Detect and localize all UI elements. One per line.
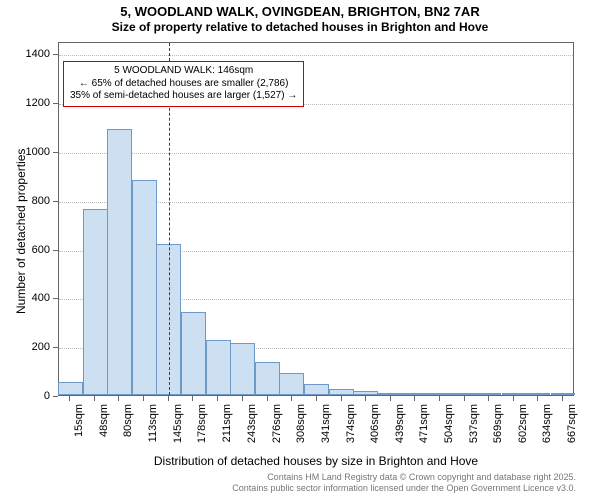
x-tick-label: 211sqm	[222, 404, 233, 454]
x-tick-mark	[168, 396, 169, 401]
histogram-bar	[132, 180, 157, 395]
callout-box: 5 WOODLAND WALK: 146sqm← 65% of detached…	[63, 61, 304, 107]
x-axis-label: Distribution of detached houses by size …	[58, 454, 574, 468]
x-tick-mark	[267, 396, 268, 401]
histogram-bar	[378, 393, 403, 395]
histogram-bar	[551, 393, 576, 395]
histogram-bar	[353, 391, 378, 395]
footer-credits: Contains HM Land Registry data © Crown c…	[24, 472, 576, 494]
histogram-bar	[427, 393, 452, 395]
x-tick-label: 439sqm	[395, 404, 406, 454]
y-tick-label: 1200	[18, 97, 50, 109]
x-tick-label: 178sqm	[197, 404, 208, 454]
histogram-bar	[304, 384, 329, 395]
x-tick-label: 667sqm	[567, 404, 578, 454]
chart-title-block: 5, WOODLAND WALK, OVINGDEAN, BRIGHTON, B…	[0, 4, 600, 34]
histogram-bar	[181, 312, 206, 395]
chart-subtitle: Size of property relative to detached ho…	[0, 20, 600, 34]
histogram-bar	[477, 393, 502, 395]
x-tick-mark	[118, 396, 119, 401]
histogram-bar	[526, 393, 551, 395]
histogram-bar	[279, 373, 304, 395]
y-tick-mark	[53, 201, 58, 202]
y-tick-label: 0	[18, 390, 50, 402]
gridline	[59, 55, 573, 56]
x-tick-mark	[217, 396, 218, 401]
x-tick-mark	[242, 396, 243, 401]
histogram-bar	[83, 209, 108, 395]
x-tick-mark	[439, 396, 440, 401]
y-tick-mark	[53, 347, 58, 348]
x-tick-mark	[341, 396, 342, 401]
y-tick-mark	[53, 250, 58, 251]
x-tick-label: 15sqm	[74, 404, 85, 454]
y-tick-label: 400	[18, 292, 50, 304]
x-tick-mark	[69, 396, 70, 401]
y-tick-mark	[53, 396, 58, 397]
x-tick-label: 602sqm	[518, 404, 529, 454]
x-tick-label: 406sqm	[370, 404, 381, 454]
x-tick-mark	[562, 396, 563, 401]
x-tick-mark	[390, 396, 391, 401]
x-tick-label: 471sqm	[419, 404, 430, 454]
plot-area: 5 WOODLAND WALK: 146sqm← 65% of detached…	[58, 42, 574, 396]
x-tick-mark	[94, 396, 95, 401]
y-tick-label: 600	[18, 244, 50, 256]
histogram-bar	[502, 393, 527, 395]
x-tick-label: 374sqm	[346, 404, 357, 454]
callout-line: ← 65% of detached houses are smaller (2,…	[70, 78, 297, 91]
x-tick-label: 341sqm	[321, 404, 332, 454]
x-tick-label: 308sqm	[296, 404, 307, 454]
y-axis-label: Number of detached properties	[14, 149, 28, 314]
histogram-bar	[403, 393, 428, 395]
footer-line2: Contains public sector information licen…	[24, 483, 576, 494]
histogram-bar	[230, 343, 255, 395]
histogram-bar	[452, 393, 477, 395]
y-tick-mark	[53, 298, 58, 299]
footer-line1: Contains HM Land Registry data © Crown c…	[24, 472, 576, 483]
x-tick-label: 243sqm	[247, 404, 258, 454]
x-tick-label: 276sqm	[272, 404, 283, 454]
x-tick-mark	[291, 396, 292, 401]
callout-line: 5 WOODLAND WALK: 146sqm	[70, 65, 297, 78]
x-tick-mark	[513, 396, 514, 401]
x-tick-mark	[365, 396, 366, 401]
x-tick-mark	[537, 396, 538, 401]
histogram-bar	[329, 389, 354, 395]
y-tick-mark	[53, 103, 58, 104]
x-tick-label: 569sqm	[493, 404, 504, 454]
y-tick-label: 1400	[18, 48, 50, 60]
histogram-bar	[255, 362, 280, 395]
x-tick-label: 537sqm	[469, 404, 480, 454]
x-tick-label: 113sqm	[148, 404, 159, 454]
histogram-bar	[206, 340, 231, 395]
y-tick-mark	[53, 54, 58, 55]
x-tick-mark	[192, 396, 193, 401]
callout-line: 35% of semi-detached houses are larger (…	[70, 90, 297, 103]
y-tick-label: 1000	[18, 146, 50, 158]
histogram-bar	[107, 129, 132, 395]
y-tick-mark	[53, 152, 58, 153]
x-tick-label: 48sqm	[99, 404, 110, 454]
gridline	[59, 153, 573, 154]
x-tick-label: 504sqm	[444, 404, 455, 454]
x-tick-label: 145sqm	[173, 404, 184, 454]
y-tick-label: 200	[18, 341, 50, 353]
x-tick-mark	[414, 396, 415, 401]
x-tick-mark	[316, 396, 317, 401]
chart-title-line1: 5, WOODLAND WALK, OVINGDEAN, BRIGHTON, B…	[0, 4, 600, 19]
x-tick-label: 80sqm	[123, 404, 134, 454]
x-tick-mark	[464, 396, 465, 401]
chart-container: 5, WOODLAND WALK, OVINGDEAN, BRIGHTON, B…	[0, 0, 600, 500]
x-tick-label: 634sqm	[542, 404, 553, 454]
x-tick-mark	[143, 396, 144, 401]
x-tick-mark	[488, 396, 489, 401]
histogram-bar	[58, 382, 83, 395]
y-tick-label: 800	[18, 195, 50, 207]
